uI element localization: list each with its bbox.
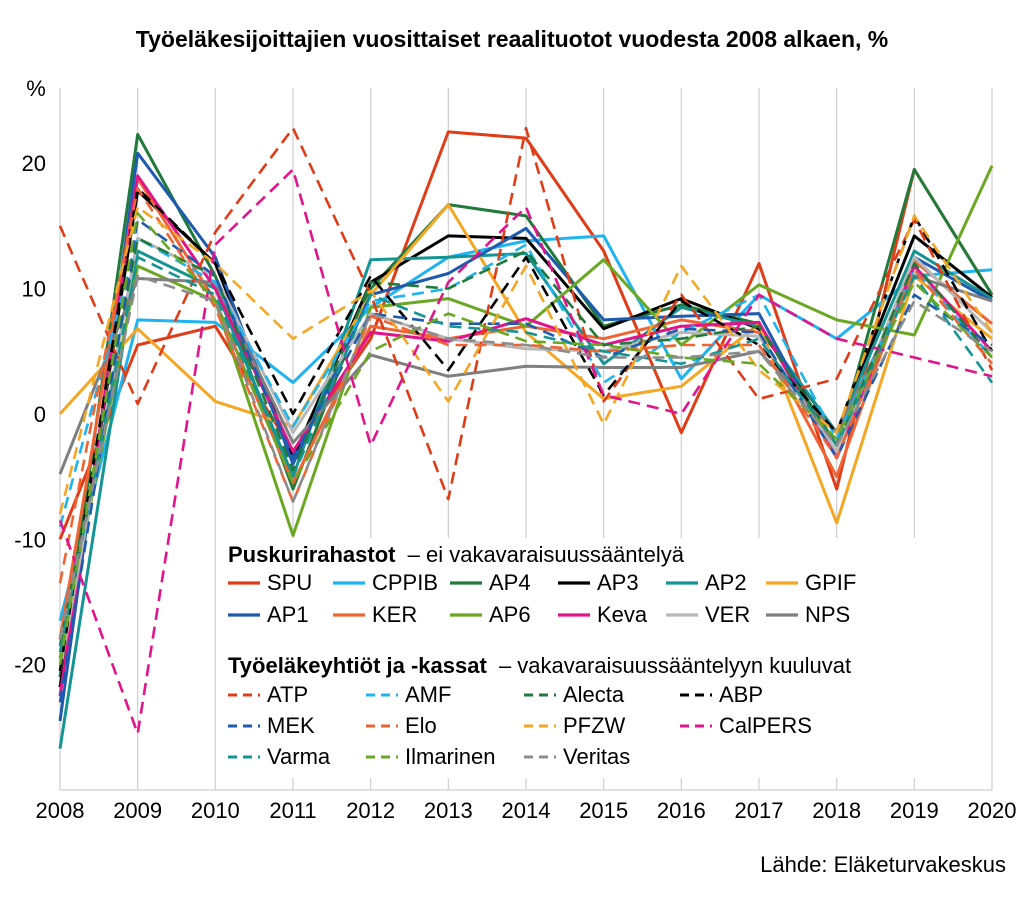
legend-label: AMF — [405, 682, 451, 707]
x-tick-label: 2014 — [502, 798, 551, 823]
legend: Puskurirahastot – ei vakavaraisuussäänte… — [222, 538, 982, 778]
legend-label: Elo — [405, 713, 437, 738]
legend-label: Veritas — [563, 744, 630, 769]
legend-label: AP6 — [489, 602, 531, 627]
x-tick-label: 2010 — [191, 798, 240, 823]
x-tick-label: 2013 — [424, 798, 473, 823]
y-tick-label: 0 — [34, 402, 46, 427]
x-tick-label: 2015 — [579, 798, 628, 823]
series-line-elo — [58, 187, 994, 584]
series-lines — [58, 126, 994, 749]
series-line-spu — [58, 130, 994, 540]
legend-group1-title: Puskurirahastot — [228, 542, 396, 567]
x-tick-label: 2018 — [812, 798, 861, 823]
legend-label: AP4 — [489, 570, 531, 595]
x-tick-label: 2019 — [890, 798, 939, 823]
legend-label: MEK — [267, 713, 315, 738]
x-axis-ticks: 2008 2009 2010 2011 2012 2013 2014 2015 2016 2017… — [36, 798, 1017, 823]
series-line-ilmarinen — [58, 212, 993, 665]
legend-label: CalPERS — [719, 713, 812, 738]
legend-label: AP2 — [705, 570, 747, 595]
x-tick-label: 2016 — [657, 798, 706, 823]
legend-label: SPU — [267, 570, 312, 595]
y-tick-label: -20 — [14, 653, 46, 678]
legend-label: PFZW — [563, 713, 626, 738]
legend-label: ATP — [267, 682, 308, 707]
x-tick-label: 2017 — [735, 798, 784, 823]
y-tick-label: -10 — [14, 527, 46, 552]
legend-background — [222, 538, 982, 778]
legend-label: KER — [372, 602, 417, 627]
legend-label: Ilmarinen — [405, 744, 495, 769]
legend-label: VER — [705, 602, 750, 627]
series-line-calpers — [58, 168, 993, 735]
y-tick-label: 20 — [22, 151, 46, 176]
legend-label: CPPIB — [372, 570, 438, 595]
legend-label: NPS — [805, 602, 850, 627]
legend-group2-title: Työeläkeyhtiöt ja -kassat — [228, 653, 487, 678]
legend-label: GPIF — [805, 570, 856, 595]
x-tick-label: 2008 — [36, 798, 85, 823]
series-line-abp — [58, 187, 994, 672]
y-axis-unit: % — [26, 76, 46, 101]
chart-title: Työeläkesijoittajien vuosittaiset reaali… — [135, 26, 889, 52]
legend-label: AP1 — [267, 602, 309, 627]
x-tick-label: 2009 — [113, 798, 162, 823]
x-tick-label: 2020 — [968, 798, 1017, 823]
series-line-veritas — [58, 274, 993, 640]
legend-label: Varma — [267, 744, 331, 769]
y-axis-ticks: % -20 -10 0 10 20 — [14, 76, 46, 678]
x-tick-label: 2011 — [269, 798, 316, 823]
legend-label: AP3 — [597, 570, 639, 595]
legend-label: Keva — [597, 602, 648, 627]
legend-group1-header: Puskurirahastot – ei vakavaraisuussäänte… — [228, 542, 685, 567]
source-note: Lähde: Eläketurvakeskus — [760, 852, 1006, 877]
y-tick-label: 10 — [22, 277, 46, 302]
legend-label: ABP — [719, 682, 763, 707]
legend-items: SPU CPPIB AP4 AP3 AP2 GPIF AP1 KER AP6 Keva VER NPS… — [228, 570, 856, 769]
series-line-mek — [58, 218, 993, 703]
x-tick-label: 2012 — [346, 798, 395, 823]
series-line-amf — [58, 237, 993, 528]
series-line-alecta — [58, 237, 994, 647]
legend-group2-header: Työeläkeyhtiöt ja -kassat – vakavaraisuu… — [228, 653, 851, 678]
legend-group1-subtitle: – ei vakavaraisuussääntelyä — [408, 542, 685, 567]
legend-group2-subtitle: – vakavaraisuussääntelyyn kuuluvat — [499, 653, 851, 678]
series-line-atp — [58, 126, 994, 501]
series-line-pfzw — [58, 205, 994, 515]
legend-label: Alecta — [563, 682, 625, 707]
